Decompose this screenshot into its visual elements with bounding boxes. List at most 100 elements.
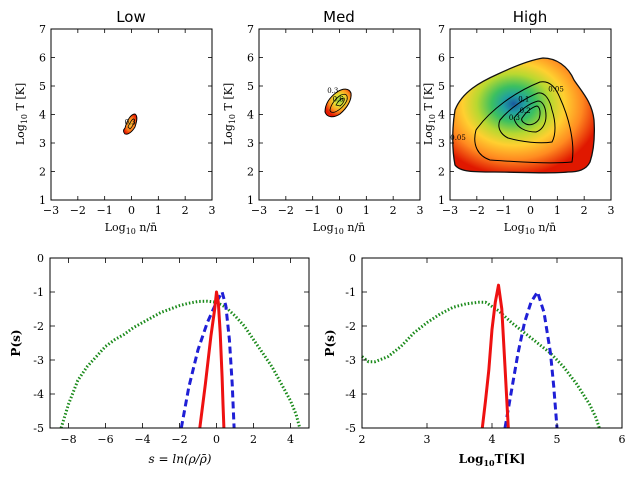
xtick-label: 2 <box>390 204 397 217</box>
ytick-label: 2 <box>39 166 46 179</box>
ytick-label: -3 <box>33 354 44 367</box>
ytick-label: 3 <box>247 137 254 150</box>
pdf-density-ticks: −8 −6 −4 −2 0 2 4 0 -1 -2 -3 -4 -5 <box>33 252 309 446</box>
pdf-temperature-xlabel: Log10T[K] <box>459 452 526 468</box>
ytick-label: -3 <box>345 354 356 367</box>
ytick-label: -1 <box>345 286 356 299</box>
xtick-label: 1 <box>554 204 561 217</box>
xtick-label: −2 <box>70 204 86 217</box>
ytick-label: -5 <box>345 422 356 435</box>
xtick-label: −1 <box>305 204 321 217</box>
xtick-label: 2 <box>581 204 588 217</box>
series-med-line <box>179 290 236 429</box>
xtick-label: 3 <box>417 204 424 217</box>
pdf-temperature-ylabel: P(s) <box>323 329 337 356</box>
ytick-label: 6 <box>39 52 46 65</box>
xtick-label: −6 <box>97 433 113 446</box>
ytick-label: 1 <box>39 194 46 207</box>
panel-low-heatmap <box>123 113 138 135</box>
ytick-label: 1 <box>438 194 445 207</box>
panel-pdf-temperature: 2 3 4 5 6 0 -1 -2 -3 -4 -5 Log10T[K] P(s) <box>323 252 626 468</box>
ytick-label: 7 <box>39 23 46 36</box>
series-low-line <box>480 283 510 429</box>
panel-pdf-density: −8 −6 −4 −2 0 2 4 0 -1 -2 -3 -4 -5 s = ln(ρ/ρ̄) P(s) <box>9 252 310 466</box>
panel-med-ticks: −3 −2 −1 0 1 2 3 1 2 3 4 5 6 7 <box>247 23 424 217</box>
xtick-label: 2 <box>250 433 257 446</box>
ytick-label: -1 <box>33 286 44 299</box>
contour-label: 0.2 <box>520 107 531 115</box>
ytick-label: 6 <box>247 52 254 65</box>
series-low-line <box>198 290 226 429</box>
xtick-label: 0 <box>128 204 135 217</box>
ytick-label: 0 <box>349 252 356 265</box>
panel-high-title: High <box>513 8 547 26</box>
med-contour-0.6 <box>335 97 345 107</box>
xtick-label: 0 <box>527 204 534 217</box>
ytick-label: 5 <box>247 80 254 93</box>
ytick-label: -4 <box>33 388 44 401</box>
panel-low-contour-labels: 0.3 <box>125 118 136 126</box>
xtick-label: 5 <box>554 433 561 446</box>
ytick-label: 0 <box>37 252 44 265</box>
xtick-label: 3 <box>608 204 615 217</box>
ytick-label: 7 <box>247 23 254 36</box>
pdf-density-frame <box>49 257 310 429</box>
xtick-label: −2 <box>469 204 485 217</box>
xtick-label: 4 <box>287 433 294 446</box>
xtick-label: 0 <box>336 204 343 217</box>
ytick-label: 1 <box>247 194 254 207</box>
ytick-label: 2 <box>438 166 445 179</box>
low-contour-inner <box>127 118 135 130</box>
ytick-label: 2 <box>247 166 254 179</box>
xtick-label: 1 <box>155 204 162 217</box>
xtick-label: −2 <box>171 433 187 446</box>
ytick-label: -2 <box>345 320 356 333</box>
panel-low-title: Low <box>116 8 146 26</box>
panel-high-ticks: −3 −2 −1 0 1 2 3 1 2 3 4 5 6 7 <box>438 23 615 217</box>
xtick-label: −8 <box>60 433 76 446</box>
ytick-label: 3 <box>438 137 445 150</box>
contour-label: 0.1 <box>518 96 529 104</box>
xtick-label: −3 <box>43 204 59 217</box>
xtick-label: 0 <box>213 433 220 446</box>
ytick-label: 6 <box>438 52 445 65</box>
contour-label: 0.6 <box>333 96 345 104</box>
xtick-label: 2 <box>182 204 189 217</box>
panel-low: Low −3 −2 −1 0 1 2 3 1 2 3 4 5 6 7 0.3 Log10 n/n̄ Log… <box>14 8 216 236</box>
xtick-label: −3 <box>442 204 458 217</box>
panel-med-contour-labels: 0.30.6 <box>327 87 344 104</box>
ytick-label: 7 <box>438 23 445 36</box>
xtick-label: 6 <box>619 433 626 446</box>
contour-label: 0.3 <box>125 118 136 126</box>
pdf-density-xlabel: s = ln(ρ/ρ̄) <box>149 452 212 466</box>
panel-med-ylabel: Log10 T [K] <box>222 83 237 145</box>
xtick-label: −1 <box>97 204 113 217</box>
xtick-label: −3 <box>251 204 267 217</box>
panel-high-contour-labels: 0.05 0.1 0.20.3 0.05 <box>450 86 564 142</box>
med-contour-0.3 <box>329 93 348 113</box>
xtick-label: −4 <box>134 433 150 446</box>
series-med-line <box>503 290 559 429</box>
panel-high-xlabel: Log10 n/n̄ <box>504 221 557 236</box>
ytick-label: -2 <box>33 320 44 333</box>
panel-low-ylabel: Log10 T [K] <box>14 83 29 145</box>
pdf-temperature-ticks: 2 3 4 5 6 0 -1 -2 -3 -4 -5 <box>345 252 625 446</box>
xtick-label: 3 <box>209 204 216 217</box>
ytick-label: 3 <box>39 137 46 150</box>
xtick-label: 4 <box>489 433 496 446</box>
high-contour-0.05 <box>474 81 574 164</box>
series-high-line <box>361 300 601 429</box>
contour-label: 0.05 <box>450 134 466 142</box>
xtick-label: −1 <box>496 204 512 217</box>
med-density-region <box>324 88 352 118</box>
pdf-temperature-lines <box>361 283 601 429</box>
high-contour-0.3 <box>521 105 541 126</box>
high-contour-0.1 <box>498 92 556 144</box>
ytick-label: 4 <box>247 109 254 122</box>
xtick-label: 2 <box>359 433 366 446</box>
xtick-label: −2 <box>278 204 294 217</box>
ytick-label: 4 <box>438 109 445 122</box>
panel-med-xlabel: Log10 n/n̄ <box>313 221 366 236</box>
